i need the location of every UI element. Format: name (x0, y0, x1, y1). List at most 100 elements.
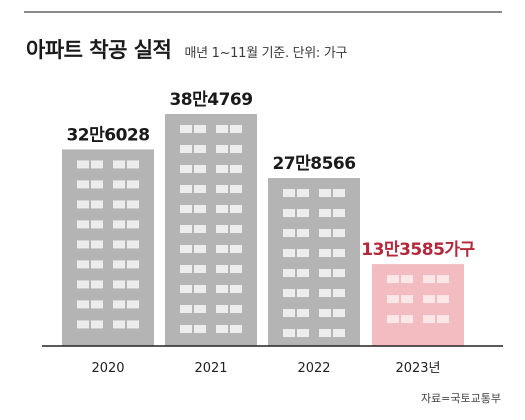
window-2023년-0-2 (423, 275, 435, 284)
window-2020-1-1 (91, 180, 103, 189)
window-2020-8-0 (77, 320, 89, 329)
window-2022-7-0 (283, 329, 295, 338)
window-2022-5-0 (283, 289, 295, 298)
window-2021-8-0 (180, 285, 192, 293)
window-2022-5-1 (297, 289, 309, 298)
window-2021-6-3 (230, 245, 242, 253)
window-2020-2-3 (127, 200, 139, 209)
window-2020-6-2 (113, 280, 125, 289)
window-2021-10-3 (230, 325, 242, 333)
window-2021-9-1 (194, 305, 206, 313)
window-2022-6-2 (319, 309, 331, 318)
window-2022-0-0 (283, 189, 295, 198)
data-label-2021: 38만4769 (169, 90, 252, 110)
window-2022-6-0 (283, 309, 295, 318)
window-2022-7-1 (297, 329, 309, 338)
window-2022-0-3 (333, 189, 345, 198)
window-2022-1-3 (333, 209, 345, 218)
window-2020-5-0 (77, 260, 89, 269)
bar-2023년 (372, 264, 464, 346)
window-2021-2-1 (194, 165, 206, 173)
window-2023년-0-0 (387, 275, 399, 284)
window-2021-0-1 (194, 125, 206, 133)
bars-group (62, 114, 464, 346)
window-2023년-2-2 (423, 315, 435, 324)
window-2021-6-1 (194, 245, 206, 253)
window-2022-3-3 (333, 249, 345, 258)
window-2020-0-3 (127, 160, 139, 169)
window-2020-4-0 (77, 240, 89, 249)
window-2021-0-3 (230, 125, 242, 133)
window-2021-4-0 (180, 205, 192, 213)
data-labels: 32만6028 38만4769 27만8566 13만3585가구 (66, 90, 476, 260)
x-tick-2021: 2021 (194, 361, 227, 376)
window-2021-4-2 (216, 205, 228, 213)
window-2020-1-0 (77, 180, 89, 189)
x-tick-labels: 2020 2021 2022 2023년 (91, 361, 440, 376)
window-2020-1-2 (113, 180, 125, 189)
window-2020-8-3 (127, 320, 139, 329)
window-2023년-2-0 (387, 315, 399, 324)
window-2021-9-3 (230, 305, 242, 313)
window-2021-10-1 (194, 325, 206, 333)
window-2021-2-2 (216, 165, 228, 173)
window-2021-1-0 (180, 145, 192, 153)
window-2020-2-0 (77, 200, 89, 209)
window-2021-0-0 (180, 125, 192, 133)
window-2021-2-0 (180, 165, 192, 173)
window-2020-8-1 (91, 320, 103, 329)
window-2021-10-2 (216, 325, 228, 333)
window-2022-5-3 (333, 289, 345, 298)
data-label-2023년: 13만3585가구 (361, 240, 475, 260)
window-2022-4-3 (333, 269, 345, 278)
window-2022-3-1 (297, 249, 309, 258)
window-2021-3-1 (194, 185, 206, 193)
window-2022-5-2 (319, 289, 331, 298)
window-2020-0-2 (113, 160, 125, 169)
window-2020-2-1 (91, 200, 103, 209)
window-2021-10-0 (180, 325, 192, 333)
window-2020-6-1 (91, 280, 103, 289)
x-tick-2020: 2020 (91, 361, 124, 376)
window-2021-9-2 (216, 305, 228, 313)
bar-2020 (62, 149, 154, 346)
window-2020-5-2 (113, 260, 125, 269)
window-2022-2-1 (297, 229, 309, 238)
window-2021-1-2 (216, 145, 228, 153)
window-2021-9-0 (180, 305, 192, 313)
title-row: 아파트 착공 실적 매년 1~11월 기준. 단위: 가구 (26, 34, 347, 64)
x-tick-2022: 2022 (297, 361, 330, 376)
window-2023년-2-1 (401, 315, 413, 324)
window-2021-7-0 (180, 265, 192, 273)
data-label-2022: 27만8566 (272, 154, 355, 174)
window-2020-2-2 (113, 200, 125, 209)
window-2021-5-3 (230, 225, 242, 233)
window-2022-3-0 (283, 249, 295, 258)
chart-title: 아파트 착공 실적 (26, 38, 172, 62)
window-2020-4-2 (113, 240, 125, 249)
window-2021-1-1 (194, 145, 206, 153)
window-2021-5-0 (180, 225, 192, 233)
window-2023년-1-1 (401, 295, 413, 304)
window-2021-8-3 (230, 285, 242, 293)
chart-subtitle: 매년 1~11월 기준. 단위: 가구 (184, 46, 348, 61)
window-2020-3-1 (91, 220, 103, 229)
window-2020-8-2 (113, 320, 125, 329)
window-2021-0-2 (216, 125, 228, 133)
bar-2022 (268, 178, 360, 346)
window-2021-4-3 (230, 205, 242, 213)
window-2022-7-3 (333, 329, 345, 338)
window-2021-5-2 (216, 225, 228, 233)
window-2022-3-2 (319, 249, 331, 258)
window-2021-3-0 (180, 185, 192, 193)
window-2020-7-1 (91, 300, 103, 309)
window-2021-3-2 (216, 185, 228, 193)
window-2022-4-0 (283, 269, 295, 278)
window-2023년-0-3 (437, 275, 449, 284)
window-2023년-1-0 (387, 295, 399, 304)
window-2021-7-1 (194, 265, 206, 273)
window-2020-3-2 (113, 220, 125, 229)
data-label-2020: 32만6028 (66, 125, 149, 145)
window-2021-5-1 (194, 225, 206, 233)
